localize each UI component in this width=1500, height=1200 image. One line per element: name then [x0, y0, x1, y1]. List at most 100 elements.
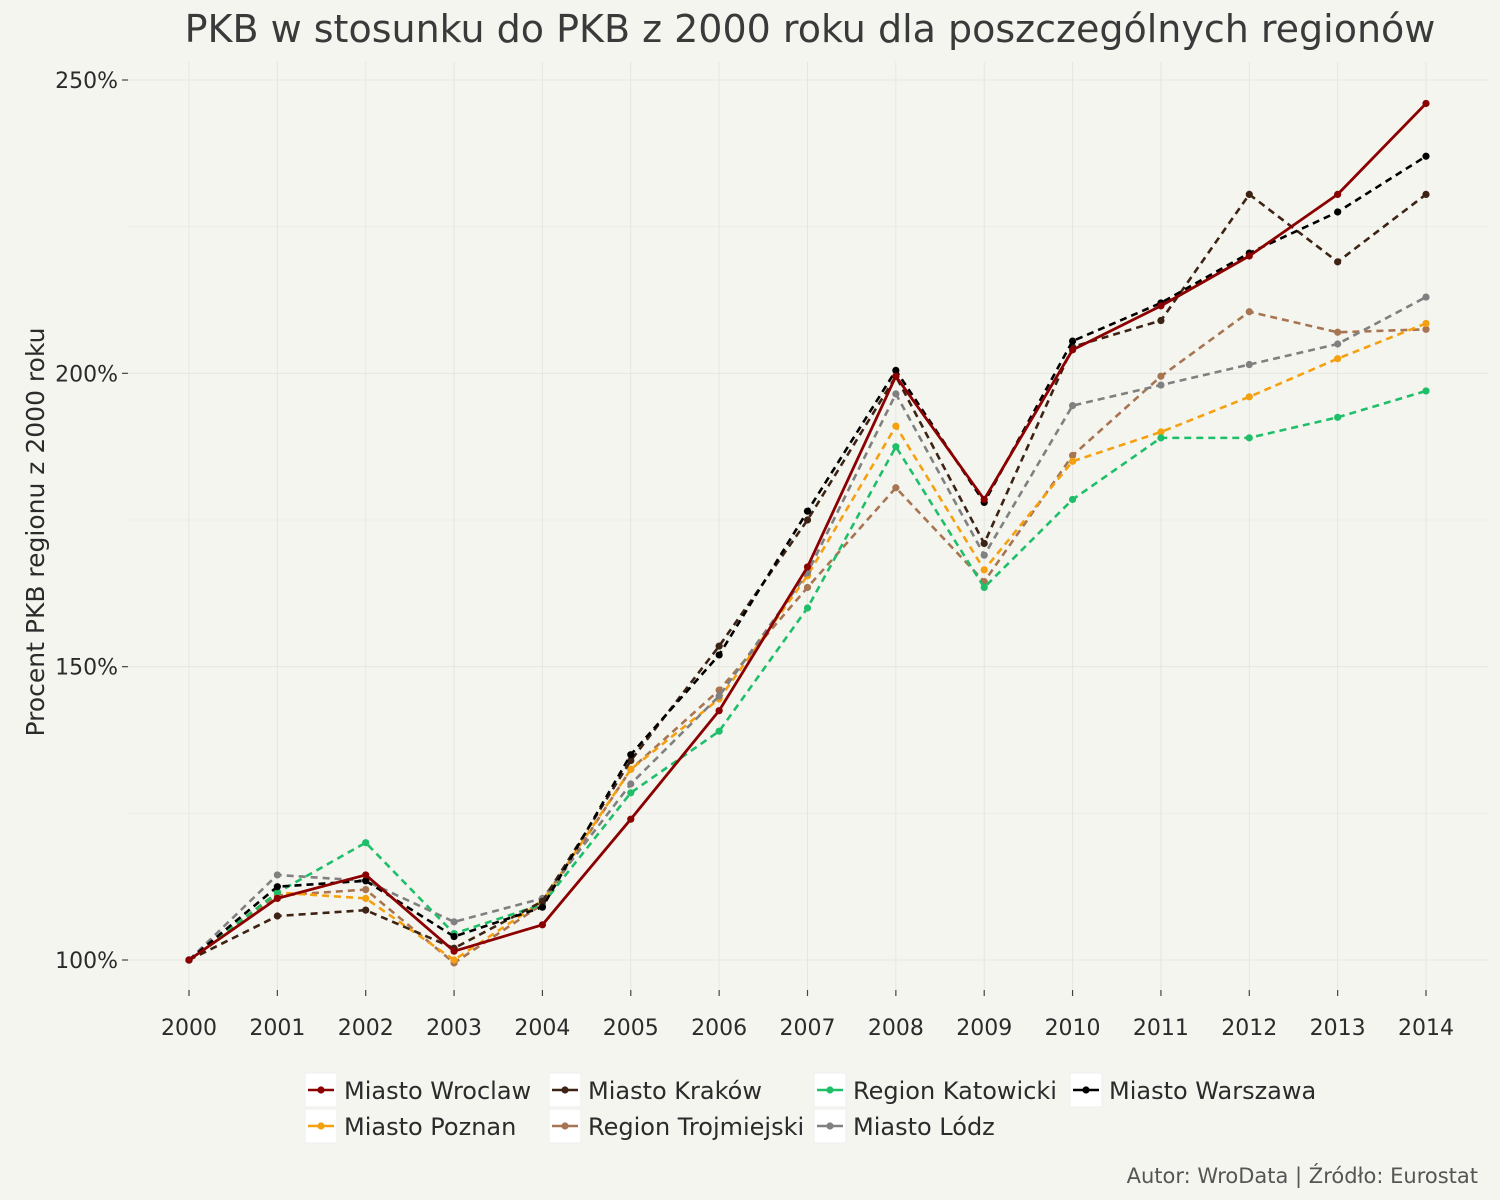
legend-label: Region Trojmiejski — [588, 1113, 804, 1141]
legend-item: Miasto Wroclaw — [304, 1072, 531, 1108]
data-point — [1334, 355, 1342, 363]
legend-key-point — [317, 1086, 325, 1094]
legend-key-point — [826, 1086, 834, 1094]
x-tick-label: 2002 — [338, 1016, 394, 1041]
data-point — [538, 903, 547, 911]
y-tick-label: 200% — [55, 362, 118, 387]
legend-label: Miasto Poznan — [344, 1113, 516, 1141]
data-point — [1334, 208, 1342, 216]
data-point — [1245, 434, 1253, 442]
data-point — [1245, 252, 1253, 260]
data-point — [1157, 434, 1165, 442]
data-point — [980, 583, 988, 592]
data-point — [892, 390, 900, 398]
x-tick-label: 2014 — [1398, 1016, 1454, 1041]
data-point — [1334, 190, 1342, 198]
data-point — [803, 507, 812, 515]
data-point — [892, 422, 900, 430]
x-tick-label: 2011 — [1133, 1016, 1189, 1041]
legend-item: Miasto Warszawa — [1069, 1072, 1316, 1108]
data-point — [538, 921, 547, 929]
data-point — [980, 551, 988, 559]
data-point — [1068, 337, 1077, 345]
data-point — [1068, 495, 1077, 504]
data-point — [450, 956, 458, 964]
data-point — [1334, 328, 1342, 336]
data-point — [980, 495, 988, 504]
legend-item: Region Trojmiejski — [548, 1108, 804, 1144]
x-tick-label: 2012 — [1221, 1016, 1277, 1041]
data-point — [1157, 316, 1165, 325]
data-point — [892, 443, 900, 451]
data-point — [715, 651, 723, 659]
data-point — [1245, 308, 1253, 316]
legend-key-point — [561, 1086, 569, 1094]
data-point — [715, 642, 723, 650]
x-tick-label: 2005 — [603, 1016, 659, 1041]
data-point — [1334, 413, 1342, 421]
chart-caption: Autor: WroData | Źródło: Eurostat — [1127, 1163, 1478, 1189]
legend-key-point — [317, 1122, 325, 1130]
x-tick-label: 2004 — [514, 1016, 570, 1041]
data-point — [627, 780, 635, 788]
data-point — [803, 583, 812, 592]
data-point — [892, 484, 900, 492]
data-point — [1334, 340, 1342, 348]
data-point — [185, 956, 193, 964]
x-tick-label: 2007 — [780, 1016, 836, 1041]
data-point — [1334, 258, 1342, 266]
data-point — [1157, 372, 1165, 380]
legend-label: Miasto Kraków — [588, 1077, 762, 1105]
legend-item: Miasto Kraków — [548, 1072, 762, 1108]
y-tick-label: 250% — [55, 69, 118, 94]
legend-key-point — [826, 1122, 834, 1130]
data-point — [892, 372, 900, 380]
data-point — [538, 897, 547, 905]
data-point — [362, 877, 370, 885]
data-point — [892, 366, 900, 374]
data-point — [273, 894, 281, 903]
data-point — [980, 539, 988, 548]
series-miasto-wroclaw — [185, 99, 1430, 964]
data-point — [627, 789, 635, 797]
data-point — [362, 871, 370, 879]
x-tick-label: 2006 — [691, 1016, 747, 1041]
data-point — [362, 906, 370, 914]
data-point — [1157, 428, 1165, 436]
legend-item: Miasto Lódz — [813, 1108, 995, 1144]
data-point — [980, 566, 988, 574]
legend-key-point — [561, 1122, 569, 1130]
data-point — [1157, 381, 1165, 389]
data-point — [715, 707, 723, 715]
data-point — [273, 883, 281, 891]
data-point — [1068, 402, 1077, 410]
legend-item: Miasto Poznan — [304, 1108, 516, 1144]
data-point — [627, 756, 635, 765]
data-point — [1157, 302, 1165, 310]
data-point — [803, 563, 812, 571]
series-lines — [185, 99, 1430, 967]
x-tick-label: 2003 — [426, 1016, 482, 1041]
data-point — [362, 894, 370, 903]
y-tick-label: 100% — [55, 949, 118, 974]
data-point — [715, 727, 723, 735]
data-point — [1068, 451, 1077, 460]
data-point — [450, 947, 458, 955]
data-point — [627, 751, 635, 759]
data-point — [362, 886, 370, 894]
data-point — [1422, 319, 1430, 328]
data-point — [1245, 360, 1253, 369]
data-point — [273, 888, 281, 897]
x-tick-label: 2008 — [868, 1016, 924, 1041]
data-point — [273, 871, 281, 879]
data-point — [1422, 293, 1430, 301]
data-point — [1422, 190, 1430, 198]
legend-key-point — [1082, 1086, 1090, 1094]
data-point — [273, 912, 281, 920]
data-point — [1422, 99, 1430, 108]
data-point — [1422, 325, 1430, 333]
data-point — [1068, 457, 1077, 465]
legend-label: Region Katowicki — [853, 1077, 1057, 1105]
chart-title: PKB w stosunku do PKB z 2000 roku dla po… — [185, 7, 1436, 51]
